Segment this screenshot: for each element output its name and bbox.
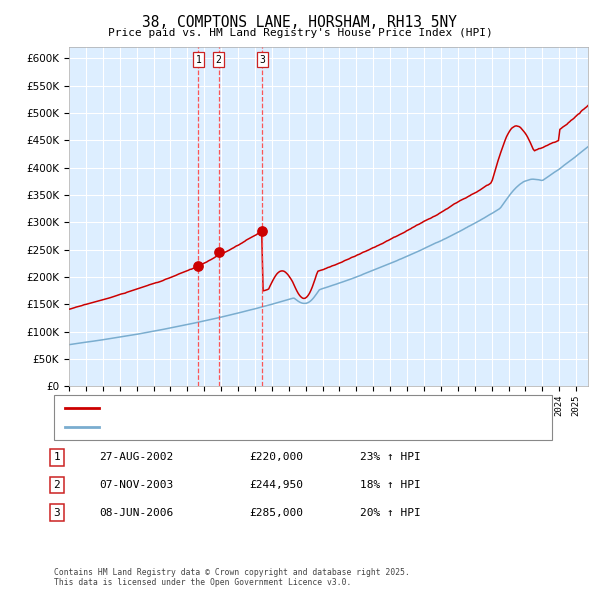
Text: 2: 2	[53, 480, 61, 490]
Text: 23% ↑ HPI: 23% ↑ HPI	[360, 453, 421, 462]
Text: 07-NOV-2003: 07-NOV-2003	[99, 480, 173, 490]
Text: £244,950: £244,950	[249, 480, 303, 490]
Text: 38, COMPTONS LANE, HORSHAM, RH13 5NY (semi-detached house): 38, COMPTONS LANE, HORSHAM, RH13 5NY (se…	[106, 403, 440, 412]
Text: 18% ↑ HPI: 18% ↑ HPI	[360, 480, 421, 490]
Text: £220,000: £220,000	[249, 453, 303, 462]
Text: Contains HM Land Registry data © Crown copyright and database right 2025.
This d: Contains HM Land Registry data © Crown c…	[54, 568, 410, 587]
Text: 38, COMPTONS LANE, HORSHAM, RH13 5NY: 38, COMPTONS LANE, HORSHAM, RH13 5NY	[143, 15, 458, 30]
Point	[194, 261, 203, 271]
Text: £285,000: £285,000	[249, 508, 303, 517]
Text: 08-JUN-2006: 08-JUN-2006	[99, 508, 173, 517]
Text: 1: 1	[53, 453, 61, 462]
Text: 27-AUG-2002: 27-AUG-2002	[99, 453, 173, 462]
Text: 20% ↑ HPI: 20% ↑ HPI	[360, 508, 421, 517]
Text: 3: 3	[259, 55, 265, 65]
Text: 1: 1	[196, 55, 201, 65]
Text: Price paid vs. HM Land Registry's House Price Index (HPI): Price paid vs. HM Land Registry's House …	[107, 28, 493, 38]
Text: 3: 3	[53, 508, 61, 517]
Point	[214, 248, 223, 257]
Text: HPI: Average price, semi-detached house, Horsham: HPI: Average price, semi-detached house,…	[106, 422, 382, 432]
Text: 2: 2	[215, 55, 221, 65]
Point	[257, 226, 267, 235]
